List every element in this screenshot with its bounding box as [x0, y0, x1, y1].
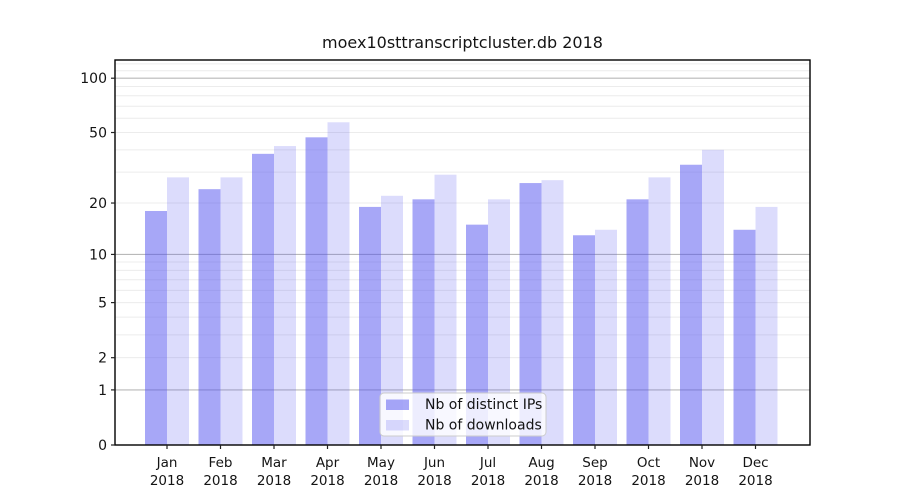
bar-ips-jul	[466, 224, 488, 445]
legend-swatch-downloads	[386, 420, 409, 431]
y-tick-label-10: 10	[89, 247, 107, 263]
y-tick-label-20: 20	[89, 196, 107, 212]
bar-downloads-jun	[434, 174, 457, 445]
bar-ips-sep	[573, 235, 595, 445]
bar-downloads-dec	[755, 206, 778, 445]
y-tick-label-100: 100	[80, 71, 107, 87]
x-tick-label-feb: Feb	[209, 455, 233, 471]
legend-label-downloads: Nb of downloads	[425, 418, 542, 434]
x-tick-year-nov: 2018	[685, 473, 719, 489]
legend-swatch-ips	[386, 399, 409, 410]
x-tick-label-oct: Oct	[637, 455, 660, 471]
x-tick-year-jul: 2018	[471, 473, 505, 489]
bar-downloads-jul	[488, 199, 510, 445]
x-tick-label-apr: Apr	[316, 455, 340, 471]
bar-ips-mar	[252, 153, 274, 445]
x-tick-year-jun: 2018	[417, 473, 451, 489]
x-tick-year-feb: 2018	[203, 473, 237, 489]
y-tick-label-1: 1	[98, 383, 107, 399]
x-tick-label-may: May	[367, 455, 395, 471]
x-tick-label-dec: Dec	[742, 455, 768, 471]
y-tick-label-50: 50	[89, 126, 107, 142]
x-tick-label-jun: Jun	[423, 455, 445, 471]
bar-downloads-jan	[167, 177, 189, 445]
bar-ips-may	[359, 206, 381, 445]
x-tick-year-sep: 2018	[578, 473, 612, 489]
x-tick-year-mar: 2018	[257, 473, 291, 489]
bar-ips-nov	[680, 164, 702, 445]
legend-box	[379, 392, 547, 437]
bar-downloads-apr	[327, 122, 350, 446]
y-tick-label-2: 2	[98, 351, 107, 367]
bar-ips-jun	[412, 199, 435, 445]
bar-downloads-mar	[274, 146, 296, 446]
x-tick-year-oct: 2018	[631, 473, 665, 489]
bar-downloads-nov	[702, 149, 724, 446]
bar-downloads-sep	[595, 229, 617, 445]
chart-title: moex10sttranscriptcluster.db 2018	[322, 33, 603, 52]
bar-ips-feb	[198, 189, 221, 445]
bar-ips-jan	[145, 210, 167, 445]
legend: Nb of distinct IPs Nb of downloads	[379, 392, 547, 437]
bar-ips-aug	[519, 183, 542, 445]
y-tick-label-5: 5	[98, 296, 107, 312]
bar-downloads-feb	[220, 177, 243, 445]
bar-downloads-aug	[541, 180, 564, 445]
bar-ips-dec	[733, 229, 756, 445]
x-tick-label-mar: Mar	[261, 455, 287, 471]
y-tick-label-0: 0	[98, 438, 107, 454]
legend-label-ips: Nb of distinct IPs	[425, 397, 542, 413]
x-tick-year-aug: 2018	[524, 473, 558, 489]
bar-downloads-may	[381, 195, 403, 445]
bar-downloads-oct	[648, 177, 671, 445]
x-tick-year-apr: 2018	[310, 473, 344, 489]
x-tick-label-nov: Nov	[689, 455, 715, 471]
bar-ips-apr	[305, 137, 328, 445]
x-tick-label-sep: Sep	[582, 455, 607, 471]
x-tick-year-jan: 2018	[150, 473, 184, 489]
axes-frame	[114, 59, 811, 446]
x-tick-label-jan: Jan	[156, 455, 178, 471]
bar-ips-oct	[626, 199, 649, 445]
x-tick-year-may: 2018	[364, 473, 398, 489]
x-tick-label-jul: Jul	[479, 455, 496, 471]
x-tick-year-dec: 2018	[738, 473, 772, 489]
x-tick-label-aug: Aug	[528, 455, 554, 471]
